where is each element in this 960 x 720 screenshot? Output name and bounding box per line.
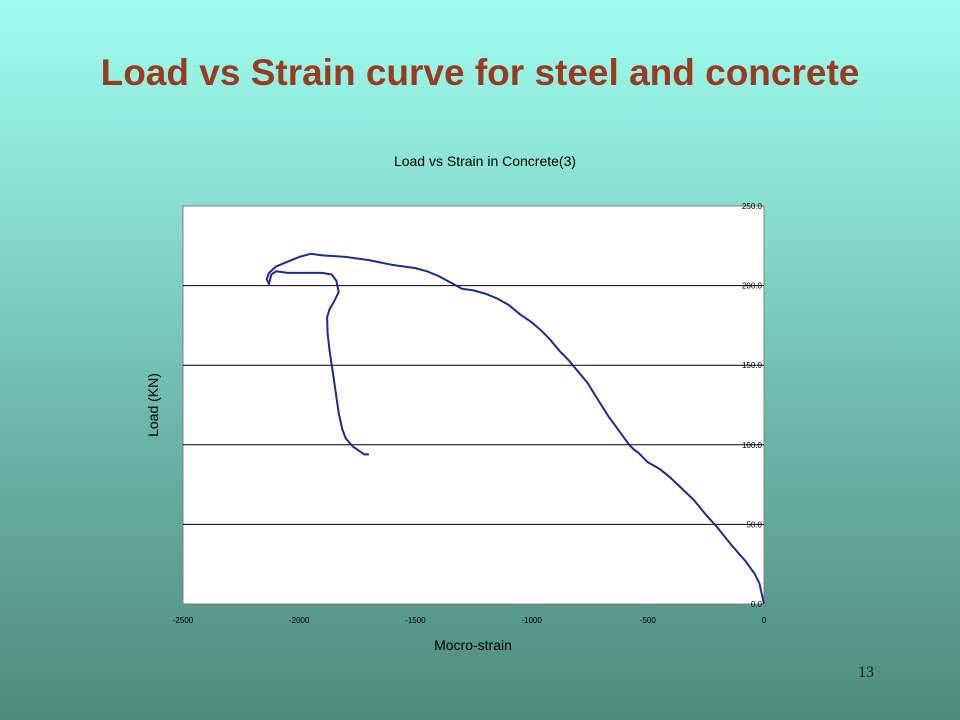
x-tick-labels: -2500 -2000 -1500 -1000 -500 0 bbox=[173, 616, 767, 625]
y-tick-label: 200.0 bbox=[742, 282, 763, 291]
x-axis-label: Mocro-strain bbox=[434, 637, 512, 653]
x-tick-label: -1500 bbox=[405, 616, 426, 625]
series-line bbox=[265, 252, 765, 605]
y-tick-label: 100.0 bbox=[742, 441, 763, 450]
x-tick-label: -2000 bbox=[289, 616, 310, 625]
y-tick-label: 50.0 bbox=[746, 520, 762, 529]
y-tick-label: 0.0 bbox=[751, 600, 763, 609]
x-tick-label: 0 bbox=[762, 616, 767, 625]
x-tick-label: -500 bbox=[640, 616, 657, 625]
x-tick-label: -1000 bbox=[521, 616, 542, 625]
y-tick-label: 250.0 bbox=[742, 202, 763, 211]
plot-area bbox=[182, 205, 765, 605]
slide-title: Load vs Strain curve for steel and concr… bbox=[100, 52, 860, 93]
gridlines bbox=[183, 285, 764, 525]
chart-title: Load vs Strain in Concrete(3) bbox=[394, 153, 576, 169]
y-axis-label: Load (KN) bbox=[145, 373, 161, 437]
y-tick-label: 150.0 bbox=[742, 361, 763, 370]
x-tick-label: -2500 bbox=[173, 616, 194, 625]
page-number: 13 bbox=[858, 664, 874, 681]
y-tick-labels: 0.0 50.0 100.0 150.0 200.0 250.0 bbox=[742, 202, 763, 609]
